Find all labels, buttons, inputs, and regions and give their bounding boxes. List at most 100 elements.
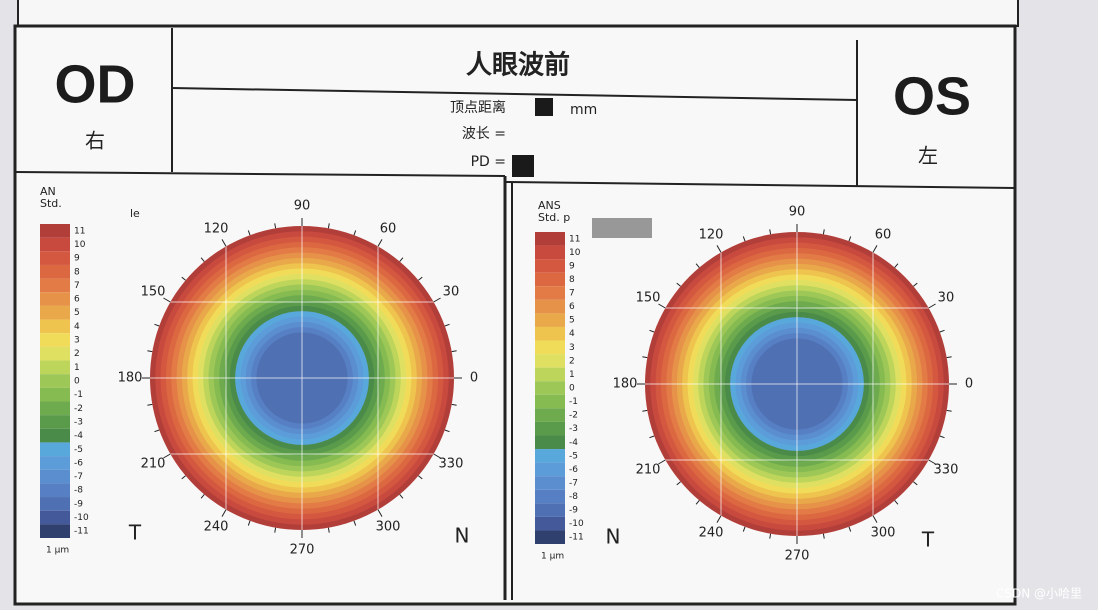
legend-swatch — [40, 428, 70, 443]
report-title: 人眼波前 — [466, 50, 570, 81]
legend-swatch — [535, 340, 565, 355]
angle-label: 90 — [789, 205, 806, 220]
legend-level: -7 — [74, 472, 83, 482]
legend-level: 5 — [569, 316, 575, 326]
angle-tick — [247, 230, 251, 236]
legend-level: 1 — [569, 370, 575, 380]
legend-level: -4 — [569, 438, 578, 448]
field-label: PD = — [471, 154, 506, 170]
field-label: 波长 = — [462, 126, 506, 142]
angle-tick — [939, 329, 945, 333]
angle-tick — [872, 245, 878, 253]
legend-level: 8 — [74, 267, 80, 277]
legend-level: -5 — [74, 445, 83, 455]
angle-label: 240 — [699, 525, 724, 540]
legend-swatch — [40, 251, 70, 265]
legend-swatch — [40, 401, 70, 416]
legend-swatch — [535, 326, 565, 341]
legend-swatch — [40, 237, 70, 252]
legend-swatch — [535, 286, 565, 300]
legend-swatch — [535, 435, 565, 450]
angle-label: 0 — [470, 371, 478, 386]
legend-swatch — [535, 449, 565, 463]
legend-level: 2 — [569, 356, 575, 366]
angle-tick — [658, 303, 666, 309]
legend-swatch — [535, 462, 565, 477]
legend-level: -6 — [569, 465, 578, 475]
top-strip — [17, 0, 1019, 27]
angle-tick — [939, 435, 945, 439]
angle-tick — [418, 276, 423, 281]
angle-tick — [274, 223, 277, 229]
angle-tick — [147, 403, 153, 406]
legend-swatch — [40, 305, 70, 320]
angle-tick — [147, 350, 153, 353]
legend-swatch — [40, 278, 70, 293]
legend-swatch — [535, 232, 565, 246]
angle-label: 180 — [613, 377, 638, 392]
legend-level: 3 — [74, 336, 80, 346]
legend-unit: 1 µm — [541, 552, 564, 562]
legend-swatch — [40, 292, 70, 306]
angle-tick — [444, 323, 450, 327]
angle-tick — [444, 429, 450, 433]
legend-swatch — [40, 483, 70, 498]
legend-level: -10 — [74, 513, 89, 523]
angle-tick — [200, 494, 205, 499]
angle-tick — [433, 453, 441, 459]
legend-swatch — [535, 489, 565, 504]
legend-swatch — [40, 333, 70, 347]
angle-label: 270 — [290, 543, 315, 558]
direction-label: T — [921, 528, 935, 552]
legend-level: -4 — [74, 431, 83, 441]
legend-swatch — [40, 456, 70, 470]
direction-label: N — [606, 525, 621, 549]
legend-swatch — [535, 516, 565, 531]
angle-label: 330 — [934, 463, 959, 478]
redaction — [512, 155, 534, 177]
angle-tick — [451, 350, 457, 353]
legend-level: -10 — [569, 519, 584, 529]
legend-level: -9 — [74, 499, 83, 509]
angle-tick — [649, 329, 655, 333]
legend-level: 11 — [569, 234, 580, 244]
direction-label: T — [128, 521, 142, 545]
angle-label: 180 — [118, 371, 143, 386]
legend-level: 9 — [74, 254, 80, 264]
angle-tick — [848, 236, 852, 242]
angle-tick — [200, 257, 205, 262]
legend-swatch — [535, 476, 565, 490]
legend-swatch — [40, 510, 70, 525]
legend-level: -3 — [74, 417, 83, 427]
legend-level: 3 — [569, 343, 575, 353]
legend-level: -8 — [74, 486, 83, 496]
legend-level: -11 — [569, 533, 584, 543]
legend-level: 6 — [569, 302, 575, 312]
legend-swatch — [535, 245, 565, 260]
angle-label: 120 — [204, 222, 229, 237]
watermark: CSDN @小哈里 — [996, 587, 1082, 601]
angle-tick — [399, 494, 404, 499]
angle-label: 300 — [376, 519, 401, 534]
legend-swatch — [535, 259, 565, 273]
legend-swatch — [535, 408, 565, 422]
angle-label: 150 — [141, 285, 166, 300]
angle-tick — [822, 229, 825, 235]
legend-level: 6 — [74, 295, 80, 305]
angle-tick — [946, 356, 952, 359]
redaction — [535, 98, 553, 116]
angle-tick — [695, 500, 700, 505]
angle-tick — [377, 509, 383, 517]
legend-swatch — [535, 272, 565, 287]
legend-level: 10 — [74, 240, 86, 250]
angle-tick — [327, 223, 330, 229]
angle-label: 300 — [871, 525, 896, 540]
angle-label: 270 — [785, 549, 810, 564]
legend-level: -9 — [569, 506, 578, 516]
legend-level: -8 — [569, 492, 578, 502]
angle-label: 90 — [294, 199, 311, 214]
angle-tick — [716, 515, 722, 523]
angle-tick — [716, 245, 722, 253]
angle-label: 330 — [439, 457, 464, 472]
angle-tick — [642, 356, 648, 359]
